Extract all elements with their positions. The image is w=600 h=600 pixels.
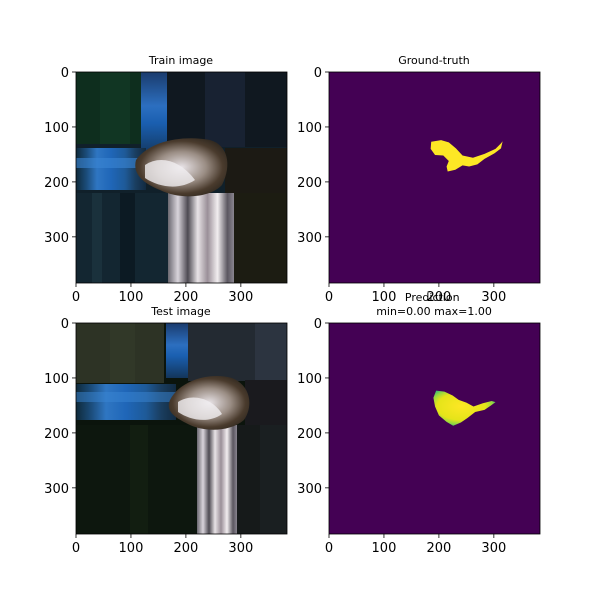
train-image-title: Train image bbox=[148, 54, 213, 67]
test-image-y-axis: 0 100 200 300 bbox=[44, 317, 76, 497]
y-tick-label: 100 bbox=[297, 121, 322, 136]
x-tick-label: 100 bbox=[372, 541, 397, 556]
y-tick-label: 300 bbox=[297, 231, 322, 246]
y-tick-label: 100 bbox=[44, 372, 69, 387]
ground-truth-y-axis: 0 100 200 300 bbox=[297, 66, 329, 246]
x-tick-label: 0 bbox=[72, 290, 80, 305]
ground-truth-background bbox=[329, 72, 540, 283]
x-tick-label: 300 bbox=[228, 541, 253, 556]
y-tick-label: 200 bbox=[297, 176, 322, 191]
y-tick-label: 300 bbox=[44, 231, 69, 246]
x-tick-label: 0 bbox=[72, 541, 80, 556]
test-image-picture bbox=[76, 323, 326, 535]
test-image-panel: Test image bbox=[44, 305, 326, 556]
x-tick-label: 0 bbox=[325, 541, 333, 556]
x-tick-label: 100 bbox=[119, 541, 144, 556]
y-tick-label: 200 bbox=[297, 427, 322, 442]
y-tick-label: 0 bbox=[314, 66, 322, 81]
train-image-picture bbox=[76, 72, 288, 283]
y-tick-label: 100 bbox=[297, 372, 322, 387]
y-tick-label: 0 bbox=[61, 317, 69, 332]
test-image-title: Test image bbox=[150, 305, 211, 318]
y-tick-label: 0 bbox=[61, 66, 69, 81]
x-tick-label: 200 bbox=[173, 541, 198, 556]
x-tick-label: 300 bbox=[481, 290, 506, 305]
test-image-x-axis: 0 100 200 300 bbox=[72, 534, 253, 556]
x-tick-label: 0 bbox=[325, 290, 333, 305]
x-tick-label: 200 bbox=[426, 541, 451, 556]
x-tick-label: 100 bbox=[119, 290, 144, 305]
train-image-panel: Train image bbox=[44, 54, 288, 305]
x-tick-label: 300 bbox=[481, 541, 506, 556]
prediction-panel: Prediction min=0.00 max=1.00 0 100 200 300 … bbox=[297, 291, 540, 556]
train-image-y-axis: 0 100 200 300 bbox=[44, 66, 76, 246]
prediction-background bbox=[329, 323, 540, 534]
ground-truth-panel: Ground-truth 0 100 200 300 0 100 200 300 bbox=[297, 54, 540, 305]
ground-truth-title: Ground-truth bbox=[398, 54, 470, 67]
y-tick-label: 0 bbox=[314, 317, 322, 332]
y-tick-label: 200 bbox=[44, 427, 69, 442]
prediction-y-axis: 0 100 200 300 bbox=[297, 317, 329, 497]
y-tick-label: 300 bbox=[297, 482, 322, 497]
prediction-x-axis: 0 100 200 300 bbox=[325, 534, 506, 556]
y-tick-label: 300 bbox=[44, 482, 69, 497]
x-tick-label: 300 bbox=[228, 290, 253, 305]
x-tick-label: 200 bbox=[173, 290, 198, 305]
y-tick-label: 200 bbox=[44, 176, 69, 191]
x-tick-label: 100 bbox=[372, 290, 397, 305]
train-image-x-axis: 0 100 200 300 bbox=[72, 283, 253, 305]
y-tick-label: 100 bbox=[44, 121, 69, 136]
